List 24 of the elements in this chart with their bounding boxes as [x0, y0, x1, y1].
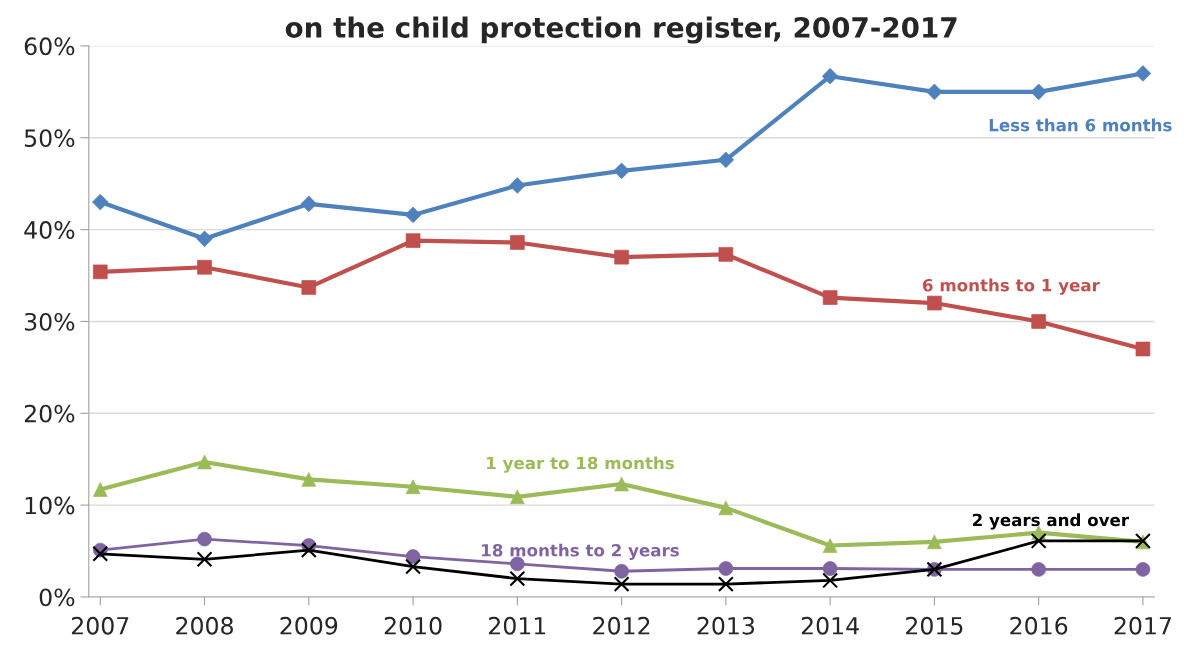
- series-label: 18 months to 2 years: [482, 543, 679, 560]
- series-label: Less than 6 months: [989, 118, 1172, 132]
- x-tick-label: 2007: [71, 616, 129, 635]
- y-tick-label: 20%: [24, 404, 75, 423]
- x-tick-label: 2011: [489, 616, 546, 635]
- y-tick-label: 30%: [24, 312, 75, 331]
- series-label: 1 year to 18 months: [487, 456, 674, 473]
- x-tick-label: 2010: [384, 616, 442, 635]
- y-tick-label: 50%: [24, 129, 75, 148]
- x-tick-label: 2013: [697, 616, 755, 635]
- x-tick-label: 2012: [593, 616, 650, 635]
- x-tick-label: 2014: [801, 616, 859, 635]
- y-tick-label: 40%: [24, 221, 75, 239]
- x-tick-label: 2017: [1114, 616, 1171, 635]
- series-label: 6 months to 1 year: [922, 278, 1100, 295]
- y-tick-label: 60%: [24, 37, 75, 56]
- x-tick-label: 2008: [176, 616, 233, 635]
- chart-title: on the child protection register, 2007-2017: [285, 16, 957, 44]
- series-label: 2 years and over: [972, 513, 1129, 530]
- y-tick-label: 10%: [25, 496, 75, 515]
- x-tick-label: 2015: [906, 616, 963, 635]
- y-tick-label: 0%: [39, 588, 75, 607]
- x-tick-label: 2009: [280, 616, 338, 635]
- x-tick-label: 2016: [1010, 616, 1068, 635]
